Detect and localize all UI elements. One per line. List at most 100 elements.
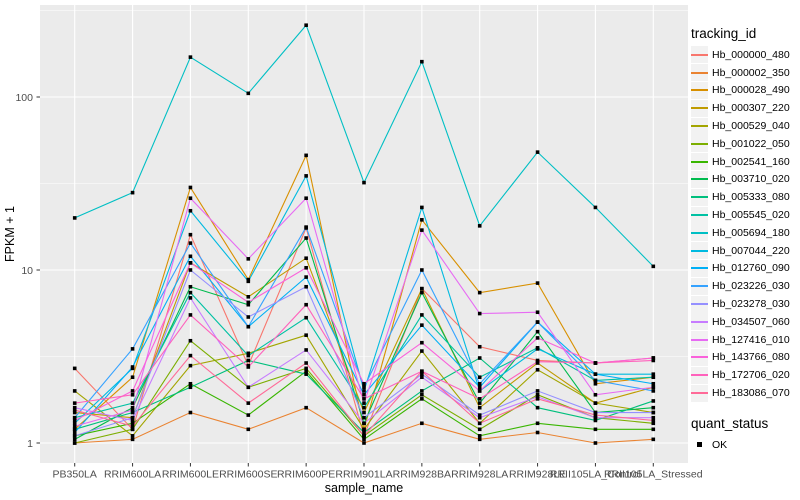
data-point [362, 385, 366, 390]
data-point [304, 225, 308, 229]
legend-key-line-icon [691, 348, 708, 366]
legend-entry-label: Hb_000529_040 [712, 120, 790, 133]
legend-entry: Hb_005694_180 [691, 224, 799, 242]
data-point [246, 91, 251, 96]
y-tick-label: 1 [27, 438, 33, 450]
data-point [72, 434, 77, 438]
data-point [246, 300, 251, 305]
data-point [535, 389, 540, 393]
x-tick-label: RRIM600SE [219, 469, 277, 481]
data-point [420, 286, 424, 291]
data-point [304, 372, 308, 376]
legend-entry: Hb_000028_490 [691, 81, 799, 100]
data-point [593, 427, 598, 432]
legend-key-line-icon [691, 64, 708, 82]
data-point [651, 405, 656, 410]
legend-entry: Hb_000529_040 [691, 117, 799, 135]
series-color-line [691, 142, 708, 145]
black-square-point-icon [697, 442, 702, 448]
legend-key-line-icon [691, 242, 708, 260]
x-tick-label: RRIM600PE [277, 469, 335, 481]
series-color-line [691, 160, 708, 163]
data-point [593, 441, 598, 445]
data-point [304, 174, 308, 178]
series-color-line [691, 71, 708, 74]
data-point [130, 375, 135, 380]
data-point [188, 208, 193, 213]
data-point [188, 261, 193, 265]
data-point [188, 268, 193, 272]
data-point [593, 410, 598, 415]
data-point [188, 241, 193, 245]
data-point [246, 358, 251, 363]
data-point [477, 413, 482, 417]
legend-entry-label: Hb_183086_070 [712, 387, 790, 400]
data-point [130, 389, 135, 393]
x-tick-label: RRIM928LE [509, 469, 566, 481]
data-point [188, 381, 193, 386]
legend-entry: Hb_005333_080 [691, 188, 799, 206]
series-color-line [691, 267, 708, 270]
legend-entry: Hb_023278_030 [691, 295, 799, 313]
data-point [72, 408, 77, 412]
data-point [130, 437, 135, 442]
data-point [420, 389, 424, 393]
data-point [304, 284, 308, 289]
data-point [535, 394, 540, 399]
legend-entry: Hb_005545_020 [691, 206, 799, 224]
series-color-line [691, 356, 708, 359]
quant-entries: OK [691, 436, 799, 454]
legend-key-line-icon [691, 170, 708, 188]
series-color-line [691, 107, 708, 110]
data-point [362, 397, 366, 401]
legend-key-line-icon [691, 117, 708, 135]
data-point [72, 430, 77, 435]
legend-entry: Hb_000000_480 [691, 46, 799, 64]
legend-key-line-icon [691, 46, 708, 64]
legend-entry-label: Hb_005333_080 [712, 191, 790, 204]
data-point [246, 257, 251, 261]
data-point [130, 405, 135, 410]
quant-status-label: OK [712, 438, 728, 451]
legend-key-line-icon [691, 224, 708, 242]
data-point [130, 427, 135, 432]
data-point [420, 397, 424, 401]
data-point [362, 392, 366, 397]
data-point [304, 315, 308, 320]
legend-entry-label: Hb_000002_350 [712, 66, 790, 79]
data-point [72, 421, 77, 426]
legend-entry: Hb_143766_080 [691, 348, 799, 367]
data-point [420, 205, 424, 210]
data-point [420, 218, 424, 222]
data-point [72, 427, 77, 432]
data-point [130, 408, 135, 412]
data-point [477, 224, 482, 228]
data-point [477, 415, 482, 420]
data-point [130, 347, 135, 351]
data-point [72, 415, 77, 420]
data-point [188, 313, 193, 317]
legend-entry: Hb_012760_090 [691, 259, 799, 278]
data-point [477, 434, 482, 438]
data-point [188, 185, 193, 190]
data-point [593, 392, 598, 397]
data-point [535, 392, 540, 397]
x-tick-label: RRII105LA_Control [550, 469, 641, 481]
legend-entry-label: Hb_005694_180 [712, 226, 790, 239]
data-point [304, 302, 308, 307]
legend-key-line-icon [691, 153, 708, 171]
legend-entry-label: Hb_000000_480 [712, 48, 790, 61]
legend-entry-label: Hb_012760_090 [712, 262, 790, 275]
data-point [477, 421, 482, 426]
data-point [651, 356, 656, 360]
data-point [246, 385, 251, 390]
data-point [246, 294, 251, 299]
legend-key-line-icon [691, 259, 708, 277]
data-point [477, 427, 482, 432]
quant-status-entry: OK [691, 436, 799, 454]
data-point [420, 290, 424, 295]
data-point [593, 415, 598, 420]
data-point [362, 434, 366, 438]
data-point [477, 437, 482, 442]
data-point [304, 333, 308, 337]
